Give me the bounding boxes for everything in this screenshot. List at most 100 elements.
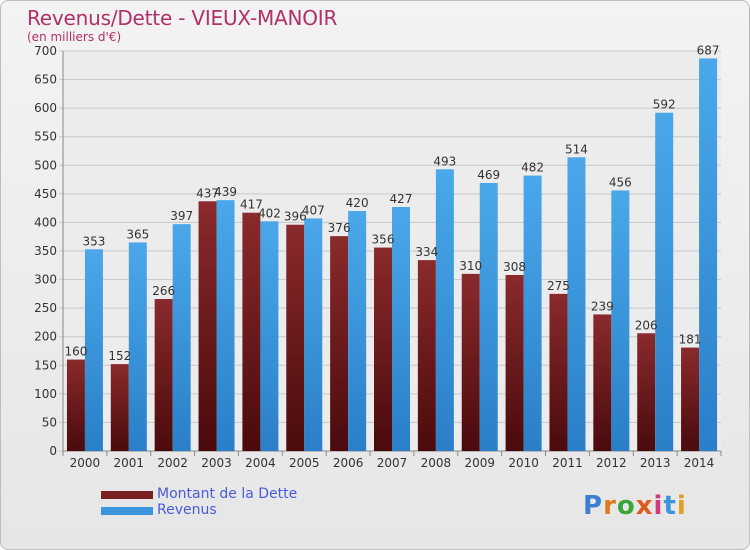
y-tick-label: 650	[34, 73, 57, 87]
bar-dette	[417, 260, 436, 451]
data-label-revenus: 439	[214, 185, 237, 199]
bar-revenus	[655, 112, 674, 451]
data-label-revenus: 514	[565, 142, 588, 156]
x-tick-label: 2003	[201, 456, 232, 470]
data-label-dette: 275	[547, 279, 570, 293]
data-label-dette: 310	[459, 259, 482, 273]
data-label-revenus: 353	[82, 234, 105, 248]
data-label-dette: 417	[240, 198, 263, 212]
chart-subtitle: (en milliers d'€)	[27, 30, 122, 44]
bar-revenus	[172, 224, 191, 451]
logo-letter: P	[583, 491, 604, 521]
data-label-dette: 160	[64, 345, 87, 359]
bar-dette	[637, 333, 656, 451]
data-label-dette: 206	[635, 318, 658, 332]
legend-label-revenus: Revenus	[157, 502, 217, 518]
bar-dette	[154, 299, 173, 451]
y-tick-label: 700	[34, 44, 57, 58]
bar-dette	[330, 236, 349, 451]
data-label-revenus: 365	[126, 227, 149, 241]
data-label-dette: 356	[372, 233, 395, 247]
data-label-dette: 266	[152, 284, 175, 298]
x-tick-label: 2000	[70, 456, 101, 470]
logo-letter: i	[676, 491, 687, 521]
data-label-revenus: 402	[258, 206, 281, 220]
bar-revenus	[392, 207, 410, 451]
data-label-dette: 308	[503, 260, 526, 274]
data-label-revenus: 469	[477, 168, 500, 182]
y-tick-label: 600	[34, 101, 57, 115]
y-tick-label: 150	[34, 358, 57, 372]
x-tick-label: 2002	[157, 456, 188, 470]
bar-revenus	[611, 190, 630, 451]
bar-dette	[374, 247, 392, 451]
legend-label-dette: Montant de la Dette	[157, 486, 298, 502]
data-label-revenus: 407	[302, 203, 325, 217]
y-tick-label: 200	[34, 330, 57, 344]
data-label-dette: 396	[284, 210, 307, 224]
bar-revenus	[435, 169, 454, 452]
x-tick-label: 2012	[596, 456, 627, 470]
data-label-dette: 376	[328, 221, 351, 235]
logo-letter: i	[653, 491, 664, 521]
y-tick-label: 500	[34, 158, 57, 172]
x-tick-label: 2009	[464, 456, 495, 470]
chart-title: Revenus/Dette - VIEUX-MANOIR	[27, 6, 338, 30]
data-label-revenus: 456	[609, 175, 632, 189]
data-label-revenus: 482	[521, 161, 544, 175]
bar-dette	[242, 212, 261, 451]
x-tick-label: 2001	[114, 456, 145, 470]
data-label-dette: 181	[679, 333, 702, 347]
y-tick-label: 100	[34, 387, 57, 401]
bar-revenus	[304, 218, 323, 451]
x-tick-label: 2013	[640, 456, 671, 470]
logo-letter: o	[616, 491, 636, 521]
data-label-dette: 334	[415, 245, 438, 259]
x-tick-label: 2014	[684, 456, 715, 470]
bar-dette	[593, 314, 612, 451]
y-tick-label: 450	[34, 187, 57, 201]
y-tick-label: 350	[34, 244, 57, 258]
bar-revenus	[84, 249, 103, 451]
bar-dette	[549, 293, 568, 451]
data-label-revenus: 592	[653, 98, 676, 112]
logo-letter: r	[603, 491, 617, 521]
logo-letter: t	[663, 491, 677, 521]
x-tick-label: 2008	[421, 456, 452, 470]
bar-revenus	[699, 58, 718, 452]
legend-swatch-revenus	[101, 507, 153, 515]
bar-revenus	[479, 183, 498, 451]
logo-letter: x	[635, 491, 654, 521]
x-tick-label: 2005	[289, 456, 320, 470]
bar-revenus	[260, 221, 279, 451]
bar-revenus	[523, 175, 542, 452]
x-tick-label: 2004	[245, 456, 276, 470]
data-label-revenus: 420	[346, 196, 369, 210]
y-tick-label: 400	[34, 215, 57, 229]
y-tick-label: 550	[34, 130, 57, 144]
data-label-dette: 437	[196, 186, 219, 200]
data-label-revenus: 397	[170, 209, 193, 223]
y-tick-label: 0	[49, 444, 57, 458]
legend-swatch-dette	[101, 491, 153, 499]
data-label-dette: 239	[591, 299, 614, 313]
bar-revenus	[348, 211, 367, 451]
bar-dette	[110, 364, 129, 451]
bar-revenus	[128, 242, 147, 451]
x-tick-label: 2006	[333, 456, 364, 470]
bar-dette	[66, 359, 85, 451]
x-tick-label: 2010	[508, 456, 539, 470]
y-tick-label: 300	[34, 273, 57, 287]
data-label-revenus: 493	[433, 154, 456, 168]
proxiti-logo: Proxiti	[583, 491, 687, 521]
bar-revenus	[216, 200, 235, 451]
bar-dette	[198, 201, 217, 451]
y-tick-label: 50	[42, 415, 57, 429]
x-tick-label: 2007	[377, 456, 408, 470]
data-label-revenus: 687	[697, 43, 720, 57]
y-tick-label: 250	[34, 301, 57, 315]
bar-dette	[681, 347, 700, 451]
data-label-revenus: 427	[390, 192, 413, 206]
